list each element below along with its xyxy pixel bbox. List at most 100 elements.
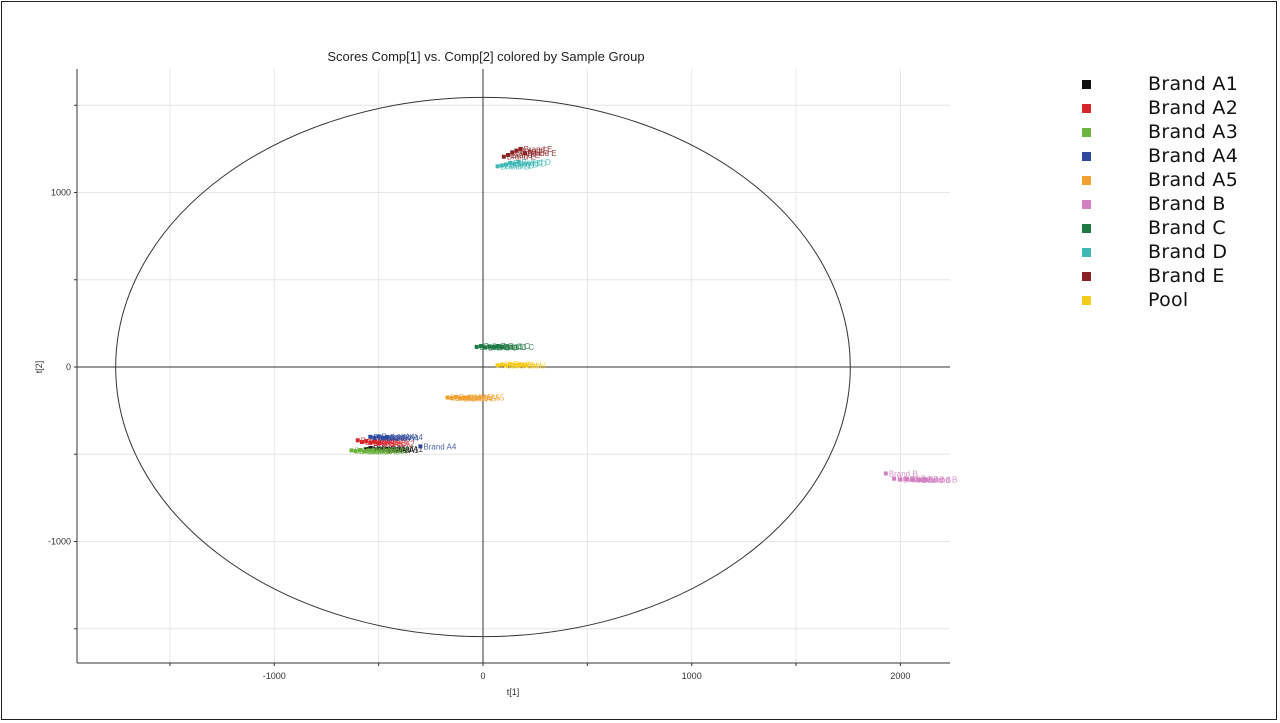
legend-item: Brand A4 — [1080, 144, 1270, 168]
legend: Brand A1 Brand A2 Brand A3 Brand A4 Brand A5… — [1080, 72, 1270, 312]
data-point-label: Brand D — [513, 159, 543, 168]
data-point — [462, 395, 467, 400]
data-point-label: Brand A2 — [369, 437, 402, 446]
data-point — [514, 148, 519, 153]
data-point — [368, 434, 373, 439]
data-point — [474, 344, 479, 349]
data-point-label: Brand A1 — [377, 445, 410, 454]
data-point-label: Brand A5 — [463, 394, 496, 403]
legend-label: Brand C — [1148, 217, 1226, 239]
data-point — [372, 447, 377, 452]
legend-item: Brand A1 — [1080, 72, 1270, 96]
data-point — [372, 435, 377, 440]
data-point-label: Brand B — [928, 476, 957, 485]
chart-title: Scores Comp[1] vs. Comp[2] colored by Sa… — [327, 49, 644, 64]
legend-item: Brand B — [1080, 192, 1270, 216]
legend-swatch — [1082, 295, 1091, 305]
data-point-label: Brand C — [501, 342, 531, 351]
data-point-label: Brand D — [505, 161, 535, 170]
y-tick-label: 0 — [66, 362, 71, 372]
data-point-label: Brand A2 — [373, 439, 406, 448]
data-point-label: Brand D — [509, 161, 539, 170]
data-point-label: Brand A3 — [375, 446, 408, 455]
data-point-label: Brand E — [528, 149, 557, 158]
legend-label: Brand D — [1148, 241, 1228, 263]
legend-item: Brand A5 — [1080, 168, 1270, 192]
data-point-label: Brand E — [519, 147, 548, 156]
data-point-label: Brand E — [511, 151, 540, 160]
data-point — [368, 446, 373, 451]
data-point — [503, 363, 508, 368]
legend-label: Brand B — [1148, 193, 1226, 215]
data-point-label: Brand E — [524, 145, 553, 154]
data-point — [380, 436, 385, 441]
data-point-label: Brand A3 — [371, 447, 404, 456]
x-tick-label: 2000 — [890, 671, 910, 681]
legend-swatch — [1082, 151, 1091, 161]
data-point-label: Brand C — [496, 343, 526, 352]
data-point-label: Brand A4 — [386, 434, 419, 443]
x-axis-label: t[1] — [507, 687, 520, 697]
legend-label: Brand A4 — [1148, 145, 1239, 167]
data-point — [883, 471, 888, 476]
data-point — [522, 151, 527, 156]
y-tick-label: -1000 — [48, 537, 71, 547]
data-point-label: Brand C — [505, 343, 535, 352]
data-point — [512, 362, 517, 367]
data-point-label: Brand A1 — [382, 445, 415, 454]
x-tick-label: 0 — [480, 671, 485, 681]
data-point — [923, 477, 928, 482]
data-point — [384, 435, 389, 440]
legend-swatch — [1082, 127, 1091, 137]
data-point — [483, 345, 488, 350]
data-point-label: Pool — [526, 361, 542, 370]
data-point — [359, 440, 364, 445]
data-point-label: Brand A1 — [386, 446, 419, 455]
data-point — [892, 476, 897, 481]
data-point — [512, 161, 517, 166]
legend-item: Brand A2 — [1080, 96, 1270, 120]
data-point — [376, 434, 381, 439]
legend-item: Brand D — [1080, 240, 1270, 264]
data-point-label: Brand A5 — [467, 394, 500, 403]
data-point — [506, 152, 511, 157]
data-point-label: Brand A4 — [382, 432, 415, 441]
legend-item: Brand C — [1080, 216, 1270, 240]
data-point — [349, 448, 354, 453]
data-point-label: Brand A4 — [373, 433, 406, 442]
data-point — [478, 344, 483, 349]
x-tick-label: -1000 — [263, 671, 286, 681]
legend-swatch — [1082, 247, 1091, 257]
data-point — [376, 441, 381, 446]
data-point-label: Brand A2 — [377, 438, 410, 447]
data-point — [495, 344, 500, 349]
data-point — [449, 396, 454, 401]
legend-label: Brand A5 — [1148, 169, 1239, 191]
data-point — [372, 439, 377, 444]
legend-item: Brand A3 — [1080, 120, 1270, 144]
data-point — [355, 438, 360, 443]
data-point-label: Brand A1 — [390, 445, 423, 454]
x-tick-label: 1000 — [682, 671, 702, 681]
legend-label: Pool — [1148, 289, 1189, 311]
data-point-label: Brand D — [517, 160, 547, 169]
data-point-label: Pool — [530, 361, 546, 370]
data-point — [368, 440, 373, 445]
data-point — [508, 362, 513, 367]
data-point-label: Brand A3 — [359, 447, 392, 456]
data-point — [503, 162, 508, 167]
legend-label: Brand A2 — [1148, 97, 1239, 119]
data-point — [366, 448, 371, 453]
legend-swatch — [1082, 271, 1091, 281]
data-point — [376, 446, 381, 451]
data-point — [380, 447, 385, 452]
